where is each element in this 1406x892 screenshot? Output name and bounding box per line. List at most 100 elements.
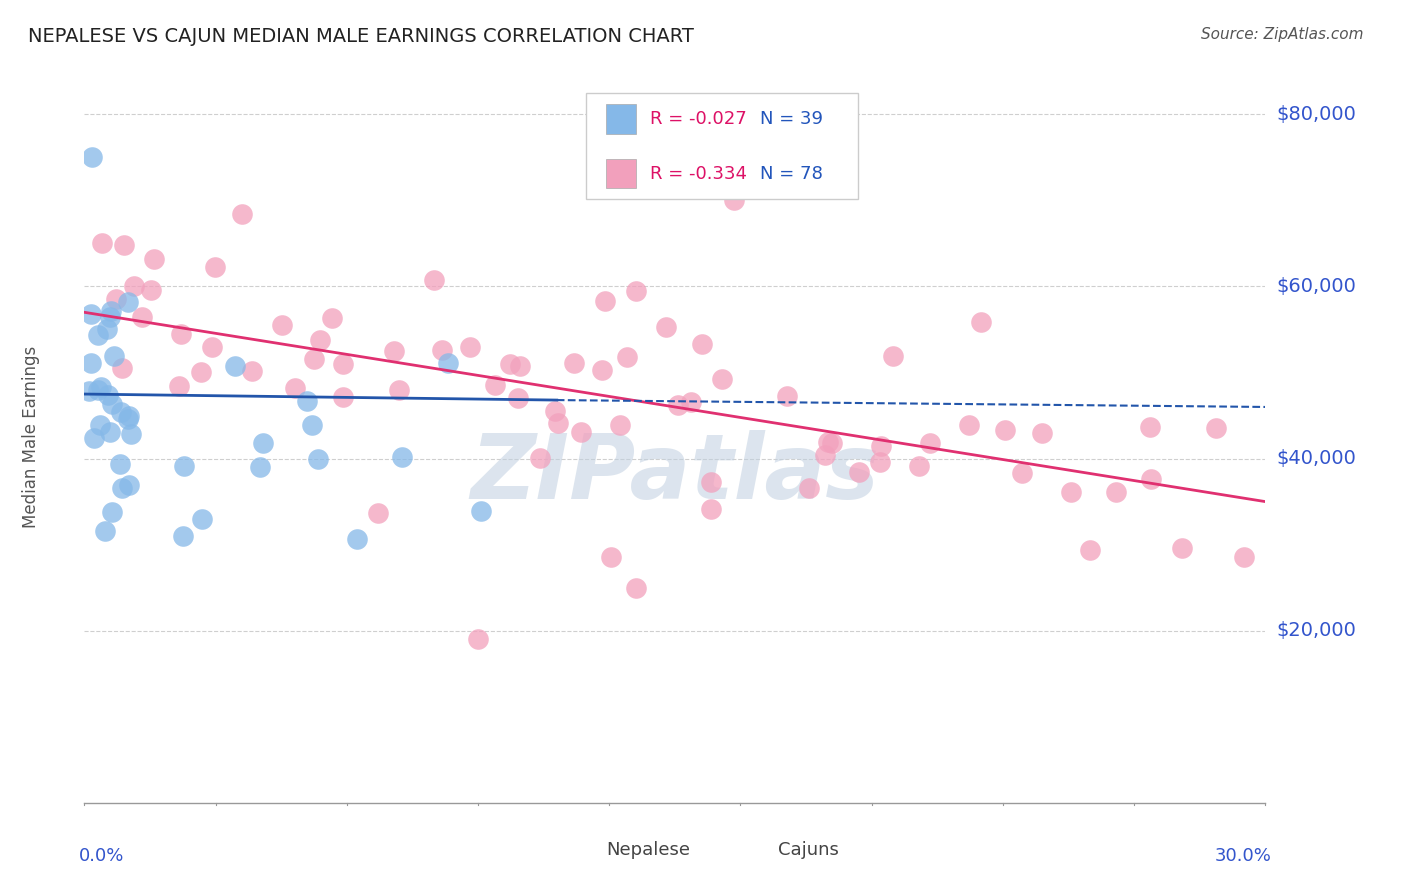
Point <box>167 379 190 393</box>
Point <box>869 439 891 453</box>
Point <box>191 512 214 526</box>
Point <box>699 502 721 516</box>
Text: R = -0.027: R = -0.027 <box>650 110 747 128</box>
Point <box>423 273 446 287</box>
Point <box>80 356 103 370</box>
Point <box>100 304 122 318</box>
Point <box>1078 542 1101 557</box>
Point <box>231 207 253 221</box>
Point <box>432 343 454 357</box>
Point <box>224 359 246 373</box>
Point <box>723 194 745 208</box>
Text: Source: ZipAtlas.com: Source: ZipAtlas.com <box>1201 27 1364 42</box>
Point <box>626 284 648 298</box>
Point <box>609 417 631 432</box>
Point <box>110 405 132 419</box>
Point <box>616 351 638 365</box>
Point <box>108 457 131 471</box>
Point <box>683 168 706 182</box>
Point <box>1139 472 1161 486</box>
Point <box>309 334 332 348</box>
Point <box>1105 484 1128 499</box>
Point <box>172 529 194 543</box>
Point <box>297 393 319 408</box>
Point <box>112 238 135 252</box>
Point <box>799 481 821 495</box>
Point <box>122 278 145 293</box>
Point <box>111 482 134 496</box>
Point <box>270 318 292 332</box>
Point <box>96 321 118 335</box>
Point <box>1233 550 1256 565</box>
Point <box>994 424 1017 438</box>
Point <box>117 409 139 424</box>
Text: $80,000: $80,000 <box>1277 105 1357 124</box>
Point <box>817 435 839 450</box>
Point <box>591 363 613 377</box>
Point <box>499 357 522 371</box>
Point <box>970 315 993 329</box>
Point <box>117 412 139 426</box>
Point <box>1011 467 1033 481</box>
Point <box>332 357 354 371</box>
Point <box>458 340 481 354</box>
Text: Median Male Earnings: Median Male Earnings <box>22 346 41 528</box>
Point <box>169 326 191 341</box>
Point <box>869 455 891 469</box>
Point <box>679 395 702 409</box>
Point <box>89 417 111 432</box>
Text: 30.0%: 30.0% <box>1215 847 1271 864</box>
Text: Cajuns: Cajuns <box>778 841 838 859</box>
Point <box>547 416 569 430</box>
Point <box>624 581 647 595</box>
Point <box>600 549 623 564</box>
Point <box>120 427 142 442</box>
Point <box>332 390 354 404</box>
Point <box>388 383 411 397</box>
Point <box>467 632 489 647</box>
Point <box>307 451 329 466</box>
Point <box>509 359 531 373</box>
Point <box>776 388 799 402</box>
Text: ZIPatlas: ZIPatlas <box>471 430 879 517</box>
Point <box>252 436 274 450</box>
Text: Nepalese: Nepalese <box>606 841 690 859</box>
Point <box>908 459 931 474</box>
Point <box>1205 421 1227 435</box>
Point <box>346 532 368 546</box>
Point <box>569 425 592 439</box>
Point <box>304 352 326 367</box>
Text: NEPALESE VS CAJUN MEDIAN MALE EARNINGS CORRELATION CHART: NEPALESE VS CAJUN MEDIAN MALE EARNINGS C… <box>28 27 695 45</box>
Point <box>700 475 723 489</box>
Point <box>79 384 101 398</box>
Point <box>391 450 413 464</box>
Point <box>470 504 492 518</box>
Point <box>301 417 323 432</box>
Point <box>91 235 114 250</box>
Point <box>87 327 110 342</box>
Point <box>131 310 153 324</box>
Point <box>98 310 121 324</box>
FancyBboxPatch shape <box>606 104 636 134</box>
Point <box>529 451 551 466</box>
FancyBboxPatch shape <box>740 839 766 862</box>
Text: $40,000: $40,000 <box>1277 449 1357 468</box>
Text: N = 78: N = 78 <box>759 165 823 183</box>
Point <box>100 505 122 519</box>
Point <box>655 319 678 334</box>
Point <box>86 383 108 397</box>
Point <box>83 431 105 445</box>
Point <box>117 295 139 310</box>
Point <box>94 524 117 538</box>
Point <box>848 465 870 479</box>
FancyBboxPatch shape <box>568 839 595 862</box>
Point <box>104 292 127 306</box>
FancyBboxPatch shape <box>606 159 636 188</box>
Point <box>957 418 980 433</box>
Text: R = -0.334: R = -0.334 <box>650 165 747 183</box>
Point <box>173 458 195 473</box>
Point <box>382 344 405 359</box>
Point <box>506 391 529 405</box>
Point <box>666 398 689 412</box>
Point <box>920 436 942 450</box>
